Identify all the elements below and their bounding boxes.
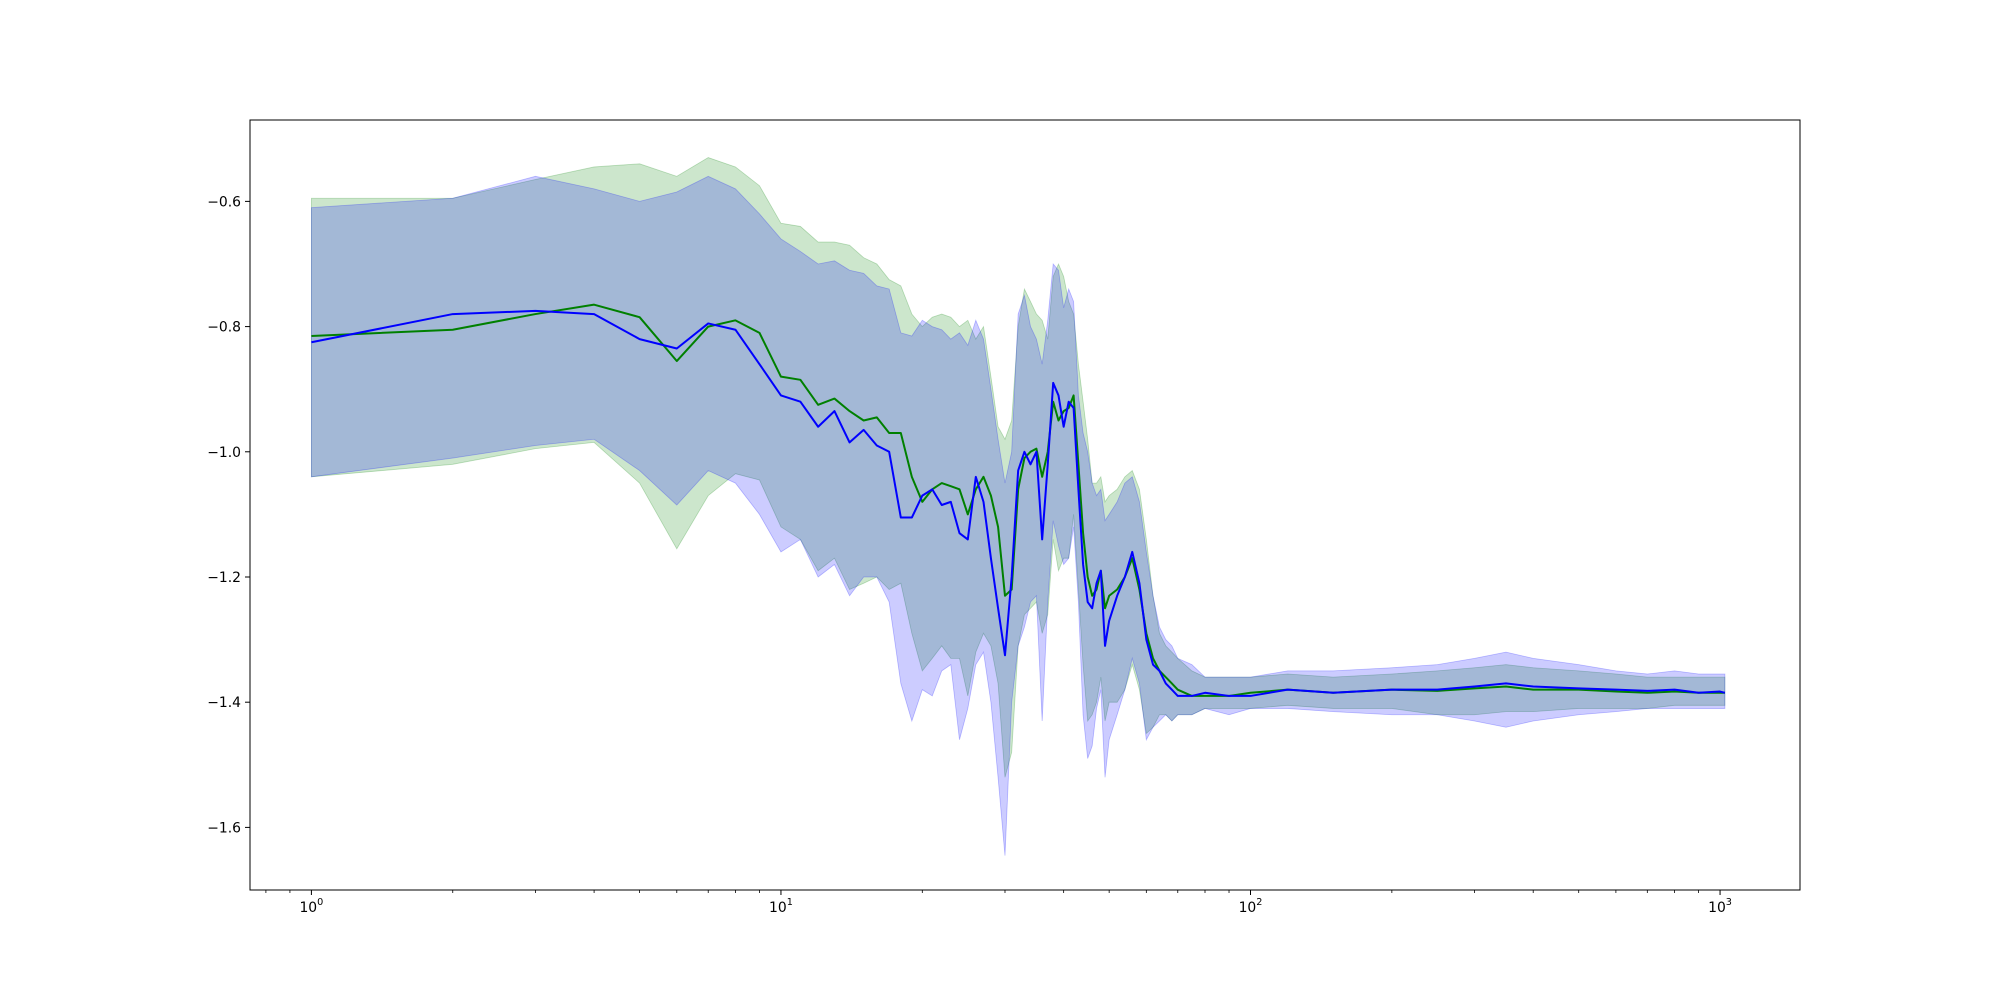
- x-tick-label: 100: [299, 897, 323, 916]
- x-axis: 100 101 102 103: [265, 890, 1732, 916]
- y-tick-label: −1.4: [207, 695, 241, 711]
- y-tick-label: −0.8: [207, 320, 241, 336]
- y-tick-label: −1.0: [207, 445, 241, 461]
- series-2-line: [311, 309, 1726, 697]
- series-lines: [311, 303, 1726, 697]
- y-tick-label: −1.6: [207, 820, 241, 836]
- plot-frame: [249, 119, 1801, 891]
- x-tick-label: 102: [1239, 897, 1263, 916]
- y-tick-label: −1.2: [207, 570, 241, 586]
- x-tick-label: 103: [1708, 897, 1732, 916]
- x-tick-label: 101: [769, 897, 793, 916]
- y-axis: −0.6 −0.8 −1.0 −1.2 −1.4 −1.6: [207, 194, 250, 836]
- y-tick-label: −0.6: [207, 194, 241, 210]
